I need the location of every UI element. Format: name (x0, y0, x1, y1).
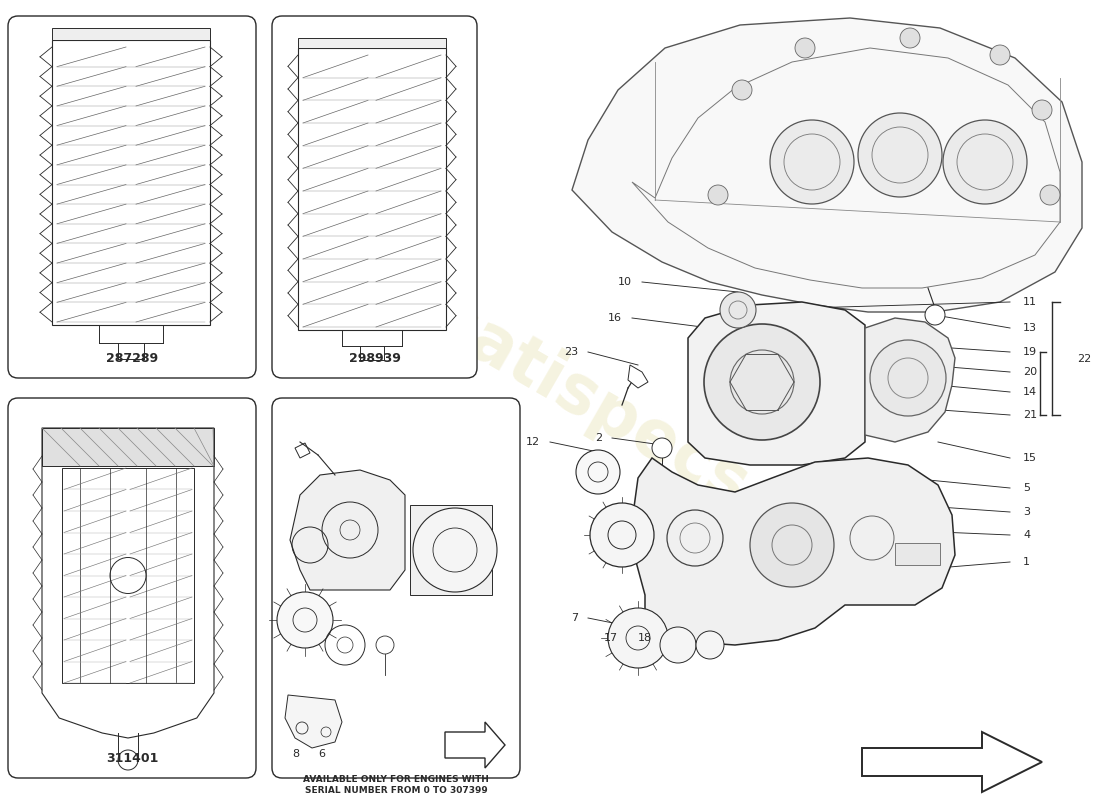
Circle shape (943, 120, 1027, 204)
FancyBboxPatch shape (272, 16, 477, 378)
Text: 20: 20 (1023, 367, 1037, 377)
Text: 17: 17 (604, 633, 618, 643)
FancyBboxPatch shape (8, 398, 256, 778)
Circle shape (708, 185, 728, 205)
Polygon shape (290, 470, 405, 590)
Circle shape (696, 631, 724, 659)
Bar (52, 40, 210, 325)
Circle shape (590, 503, 654, 567)
Circle shape (576, 450, 620, 494)
Circle shape (900, 28, 920, 48)
Text: 8: 8 (293, 749, 299, 759)
Text: 19: 19 (1023, 347, 1037, 357)
Circle shape (732, 80, 752, 100)
Text: 6: 6 (319, 749, 326, 759)
Circle shape (925, 305, 945, 325)
Polygon shape (862, 732, 1042, 792)
Circle shape (770, 120, 854, 204)
Bar (52, 28, 210, 40)
Circle shape (1040, 185, 1060, 205)
Text: 1: 1 (1023, 557, 1030, 567)
Circle shape (990, 45, 1010, 65)
Text: 4: 4 (1023, 530, 1030, 540)
Polygon shape (628, 365, 648, 388)
Circle shape (795, 38, 815, 58)
Circle shape (704, 324, 820, 440)
Circle shape (660, 627, 696, 663)
Polygon shape (285, 695, 342, 748)
Polygon shape (865, 318, 955, 442)
Bar (298, 48, 446, 330)
Text: AVAILABLE ONLY FOR ENGINES WITH
SERIAL NUMBER FROM 0 TO 307399: AVAILABLE ONLY FOR ENGINES WITH SERIAL N… (304, 775, 488, 794)
Bar (298, 38, 446, 48)
Bar (895, 543, 940, 565)
Text: 10: 10 (618, 277, 632, 287)
Text: 15: 15 (1023, 453, 1037, 463)
Text: 14: 14 (1023, 387, 1037, 397)
Circle shape (277, 592, 333, 648)
Text: 298939: 298939 (349, 351, 400, 365)
Text: 12: 12 (526, 437, 540, 447)
Circle shape (652, 438, 672, 458)
Text: ducatispecs: ducatispecs (340, 240, 760, 520)
Circle shape (1032, 100, 1052, 120)
Polygon shape (446, 722, 505, 768)
Polygon shape (632, 458, 955, 645)
Circle shape (720, 292, 756, 328)
Text: 11: 11 (1023, 297, 1037, 307)
Circle shape (858, 113, 942, 197)
Text: 22: 22 (1077, 354, 1091, 363)
Text: 3: 3 (1023, 507, 1030, 517)
Polygon shape (572, 18, 1082, 312)
FancyBboxPatch shape (272, 398, 520, 778)
Circle shape (608, 608, 668, 668)
Text: 2: 2 (595, 433, 602, 443)
Bar (410, 505, 492, 595)
Polygon shape (688, 302, 865, 465)
Text: 16: 16 (608, 313, 622, 323)
FancyBboxPatch shape (8, 16, 256, 378)
Text: 311401: 311401 (106, 751, 158, 765)
Text: 287289: 287289 (106, 351, 158, 365)
Text: passion for parts: passion for parts (283, 157, 477, 283)
Circle shape (870, 340, 946, 416)
Text: 23: 23 (564, 347, 578, 357)
Bar (42, 428, 214, 466)
Text: 21: 21 (1023, 410, 1037, 420)
Circle shape (412, 508, 497, 592)
Text: 5: 5 (1023, 483, 1030, 493)
Bar (62, 468, 194, 683)
Text: 18: 18 (638, 633, 652, 643)
Text: 13: 13 (1023, 323, 1037, 333)
Text: 7: 7 (571, 613, 578, 623)
Circle shape (750, 503, 834, 587)
